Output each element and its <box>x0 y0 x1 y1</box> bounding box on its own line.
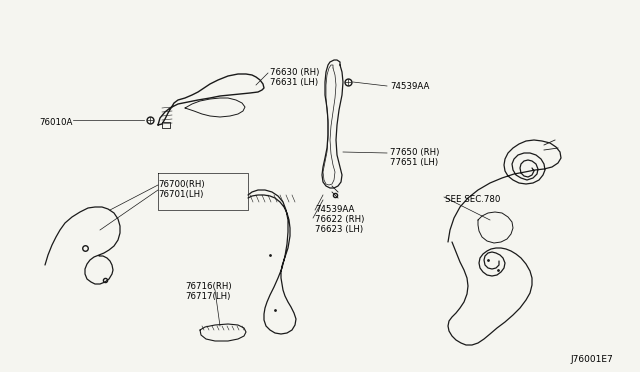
Text: SEE SEC.780: SEE SEC.780 <box>445 195 500 204</box>
Text: 76700(RH): 76700(RH) <box>158 180 205 189</box>
Text: 74539AA: 74539AA <box>390 82 429 91</box>
Text: 77651 (LH): 77651 (LH) <box>390 158 438 167</box>
Text: 76701(LH): 76701(LH) <box>158 190 204 199</box>
Text: 76716(RH): 76716(RH) <box>185 282 232 291</box>
Text: 76630 (RH): 76630 (RH) <box>270 68 319 77</box>
Text: 76717(LH): 76717(LH) <box>185 292 230 301</box>
Text: 74539AA: 74539AA <box>315 205 355 214</box>
Text: J76001E7: J76001E7 <box>570 355 612 364</box>
Text: 77650 (RH): 77650 (RH) <box>390 148 440 157</box>
Text: 76631 (LH): 76631 (LH) <box>270 78 318 87</box>
Text: 76622 (RH): 76622 (RH) <box>315 215 364 224</box>
Text: 76010A: 76010A <box>40 118 73 127</box>
Text: 76623 (LH): 76623 (LH) <box>315 225 363 234</box>
